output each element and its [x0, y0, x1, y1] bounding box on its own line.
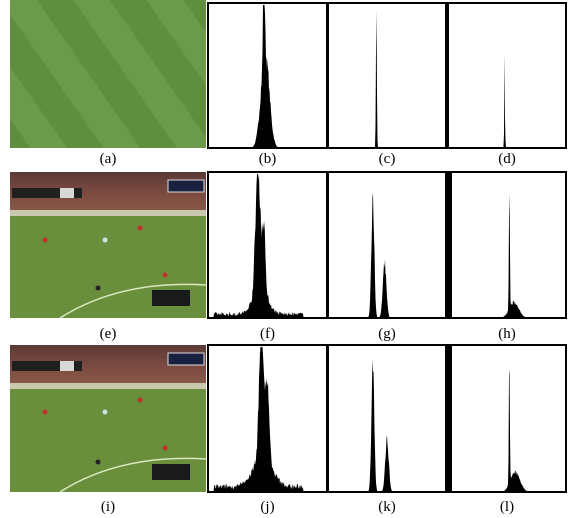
histogram [208, 5, 327, 148]
histogram-frame [448, 345, 566, 492]
histogram [208, 174, 327, 318]
panel-label: (g) [378, 326, 396, 342]
panel-label: (f) [260, 326, 275, 342]
panel-label: (i) [101, 499, 115, 515]
histogram [328, 193, 446, 318]
histogram-frame [448, 172, 566, 318]
histogram [448, 53, 566, 148]
panel-label: (c) [379, 151, 396, 167]
histogram-frame [328, 3, 446, 148]
figure: (a) (b) (c) (d) (e) (f) (g) (h) (i) (j) (k) (l) [0, 0, 572, 518]
panel-label: (a) [100, 151, 117, 167]
panel-label: (k) [378, 499, 396, 515]
histogram [208, 347, 327, 492]
panel-label: (h) [498, 326, 516, 342]
panel-label: (l) [500, 499, 514, 515]
panel-label: (b) [259, 151, 277, 167]
broadcast-image [10, 172, 206, 318]
histogram [328, 11, 446, 148]
histogram [328, 359, 446, 492]
histogram [448, 370, 566, 492]
panel-label: (e) [100, 326, 117, 342]
field-image [10, 0, 206, 148]
panel-label: (j) [260, 499, 274, 515]
panel-label: (d) [498, 151, 516, 167]
broadcast-image [10, 345, 206, 492]
histogram-frame [328, 172, 446, 318]
histogram-frame [448, 3, 566, 148]
histogram [448, 194, 566, 318]
